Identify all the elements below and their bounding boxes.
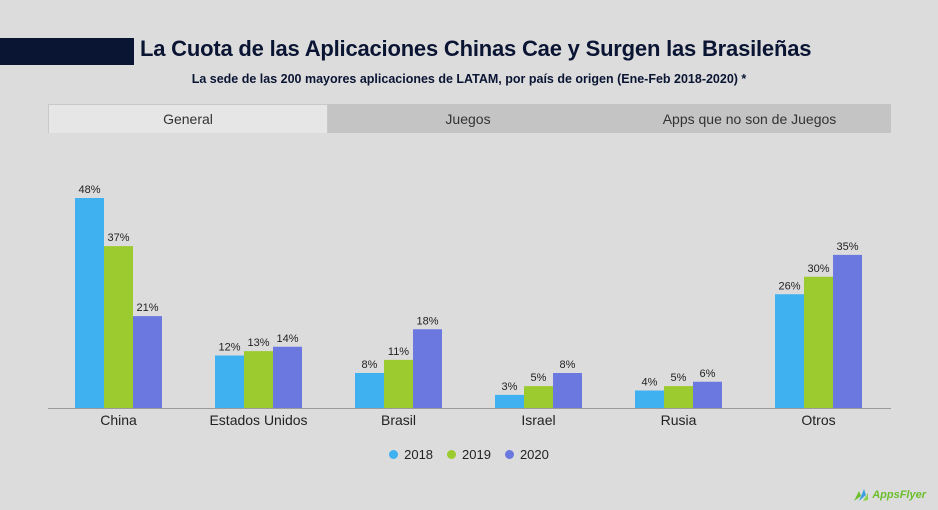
legend-swatch-2020 [504, 450, 514, 459]
data-label-estados-unidos-2020: 14% [276, 333, 298, 345]
bar-otros-2019 [804, 276, 833, 408]
data-label-brasil-2020: 18% [416, 315, 438, 327]
data-label-brasil-2018: 8% [362, 359, 378, 371]
bar-rusia-2019 [664, 386, 693, 408]
data-label-rusia-2020: 6% [700, 368, 716, 380]
appsflyer-logo: AppsFlyer [853, 488, 926, 502]
chart-legend: 2018 2019 2020 [0, 447, 938, 462]
bar-otros-2018 [775, 294, 804, 408]
bar-israel-2019 [524, 386, 553, 408]
data-label-estados-unidos-2018: 12% [218, 342, 240, 354]
appsflyer-wing-icon [854, 489, 869, 501]
data-label-otros-2020: 35% [836, 241, 858, 253]
legend-item-2018: 2018 [389, 447, 433, 462]
category-label: Rusia [661, 412, 697, 428]
bar-otros-2020 [833, 254, 862, 408]
tab-apps-no-juegos[interactable]: Apps que no son de Juegos [662, 110, 837, 127]
bar-brasil-2019 [384, 359, 413, 408]
category-label: Israel [521, 412, 555, 428]
category-label: Estados Unidos [209, 412, 307, 428]
data-label-china-2020: 21% [136, 302, 158, 314]
bar-estados-unidos-2018 [215, 355, 244, 408]
bar-israel-2018 [495, 394, 524, 408]
bar-china-2020 [133, 316, 162, 408]
data-label-rusia-2018: 4% [642, 377, 658, 389]
data-label-china-2018: 48% [78, 184, 100, 196]
legend-swatch-2019 [447, 450, 457, 459]
bar-brasil-2018 [355, 373, 384, 408]
category-label: Otros [801, 412, 835, 428]
bar-rusia-2018 [635, 390, 664, 408]
tab-general[interactable]: General [48, 104, 328, 133]
chart-title: La Cuota de las Aplicaciones Chinas Cae … [140, 36, 812, 61]
data-label-china-2019: 37% [107, 232, 129, 244]
bar-rusia-2020 [693, 381, 722, 408]
bar-estados-unidos-2020 [273, 346, 302, 408]
legend-label-2019: 2019 [462, 447, 491, 462]
legend-item-2020: 2020 [504, 447, 549, 462]
bar-israel-2020 [553, 373, 582, 408]
legend-item-2019: 2019 [447, 447, 491, 462]
data-label-israel-2020: 8% [560, 359, 576, 371]
legend-swatch-2018 [389, 450, 399, 459]
logo-text: AppsFlyer [872, 489, 926, 501]
data-label-otros-2018: 26% [778, 280, 800, 292]
category-label: Brasil [381, 412, 416, 428]
data-label-israel-2018: 3% [502, 381, 518, 393]
tab-bar: General Juegos Apps que no son de Juegos [48, 104, 891, 133]
bar-brasil-2020 [413, 329, 442, 408]
data-label-brasil-2019: 11% [388, 346, 409, 358]
bar-china-2018 [75, 198, 104, 408]
bar-china-2019 [104, 246, 133, 408]
data-label-israel-2019: 5% [531, 372, 547, 384]
legend-label-2020: 2020 [519, 447, 549, 462]
bar-estados-unidos-2019 [244, 351, 273, 408]
title-accent-bar [0, 38, 134, 65]
legend-label-2018: 2018 [404, 447, 434, 462]
data-label-rusia-2019: 5% [671, 372, 687, 384]
tab-juegos[interactable]: Juegos [445, 110, 491, 127]
data-label-estados-unidos-2019: 13% [247, 337, 269, 349]
data-label-otros-2019: 30% [807, 263, 829, 275]
chart-subtitle: La sede de las 200 mayores aplicaciones … [191, 72, 747, 86]
category-label: China [100, 412, 137, 428]
